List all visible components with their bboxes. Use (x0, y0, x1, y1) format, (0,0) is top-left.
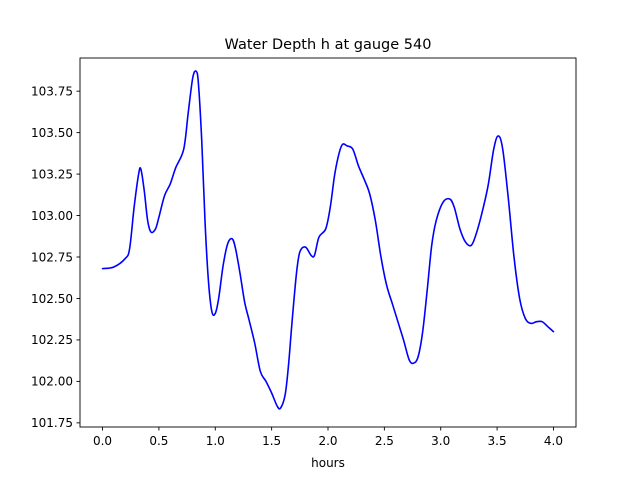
y-tick-label: 103.50 (31, 126, 73, 140)
y-tick-label: 103.75 (31, 84, 73, 98)
x-tick-label: 2.0 (318, 434, 337, 448)
y-tick-label: 103.00 (31, 209, 73, 223)
x-axis-label: hours (311, 456, 345, 470)
y-tick-label: 102.50 (31, 292, 73, 306)
series-line (101, 70, 555, 410)
x-tick-label: 0.0 (93, 434, 112, 448)
y-tick-label: 102.25 (31, 333, 73, 347)
y-tick-label: 102.00 (31, 375, 73, 389)
x-tick-label: 4.0 (544, 434, 563, 448)
x-tick-label: 1.5 (262, 434, 281, 448)
y-axis-ticks: 101.75 102.00 102.25 102.50 102.75 103.00 103.… (31, 84, 80, 430)
y-tick-label: 102.75 (31, 250, 73, 264)
axes-frame (79, 57, 577, 428)
x-axis-ticks: 0.0 0.5 1.0 1.5 2.0 2.5 3.0 3.5 4.0 (93, 427, 563, 448)
x-tick-label: 2.5 (375, 434, 394, 448)
y-tick-label: 101.75 (31, 416, 73, 430)
x-tick-label: 3.0 (431, 434, 450, 448)
x-tick-label: 3.5 (488, 434, 507, 448)
x-tick-label: 1.0 (206, 434, 225, 448)
y-tick-label: 103.25 (31, 167, 73, 181)
x-tick-label: 0.5 (149, 434, 168, 448)
chart-title: Water Depth h at gauge 540 (225, 37, 432, 53)
